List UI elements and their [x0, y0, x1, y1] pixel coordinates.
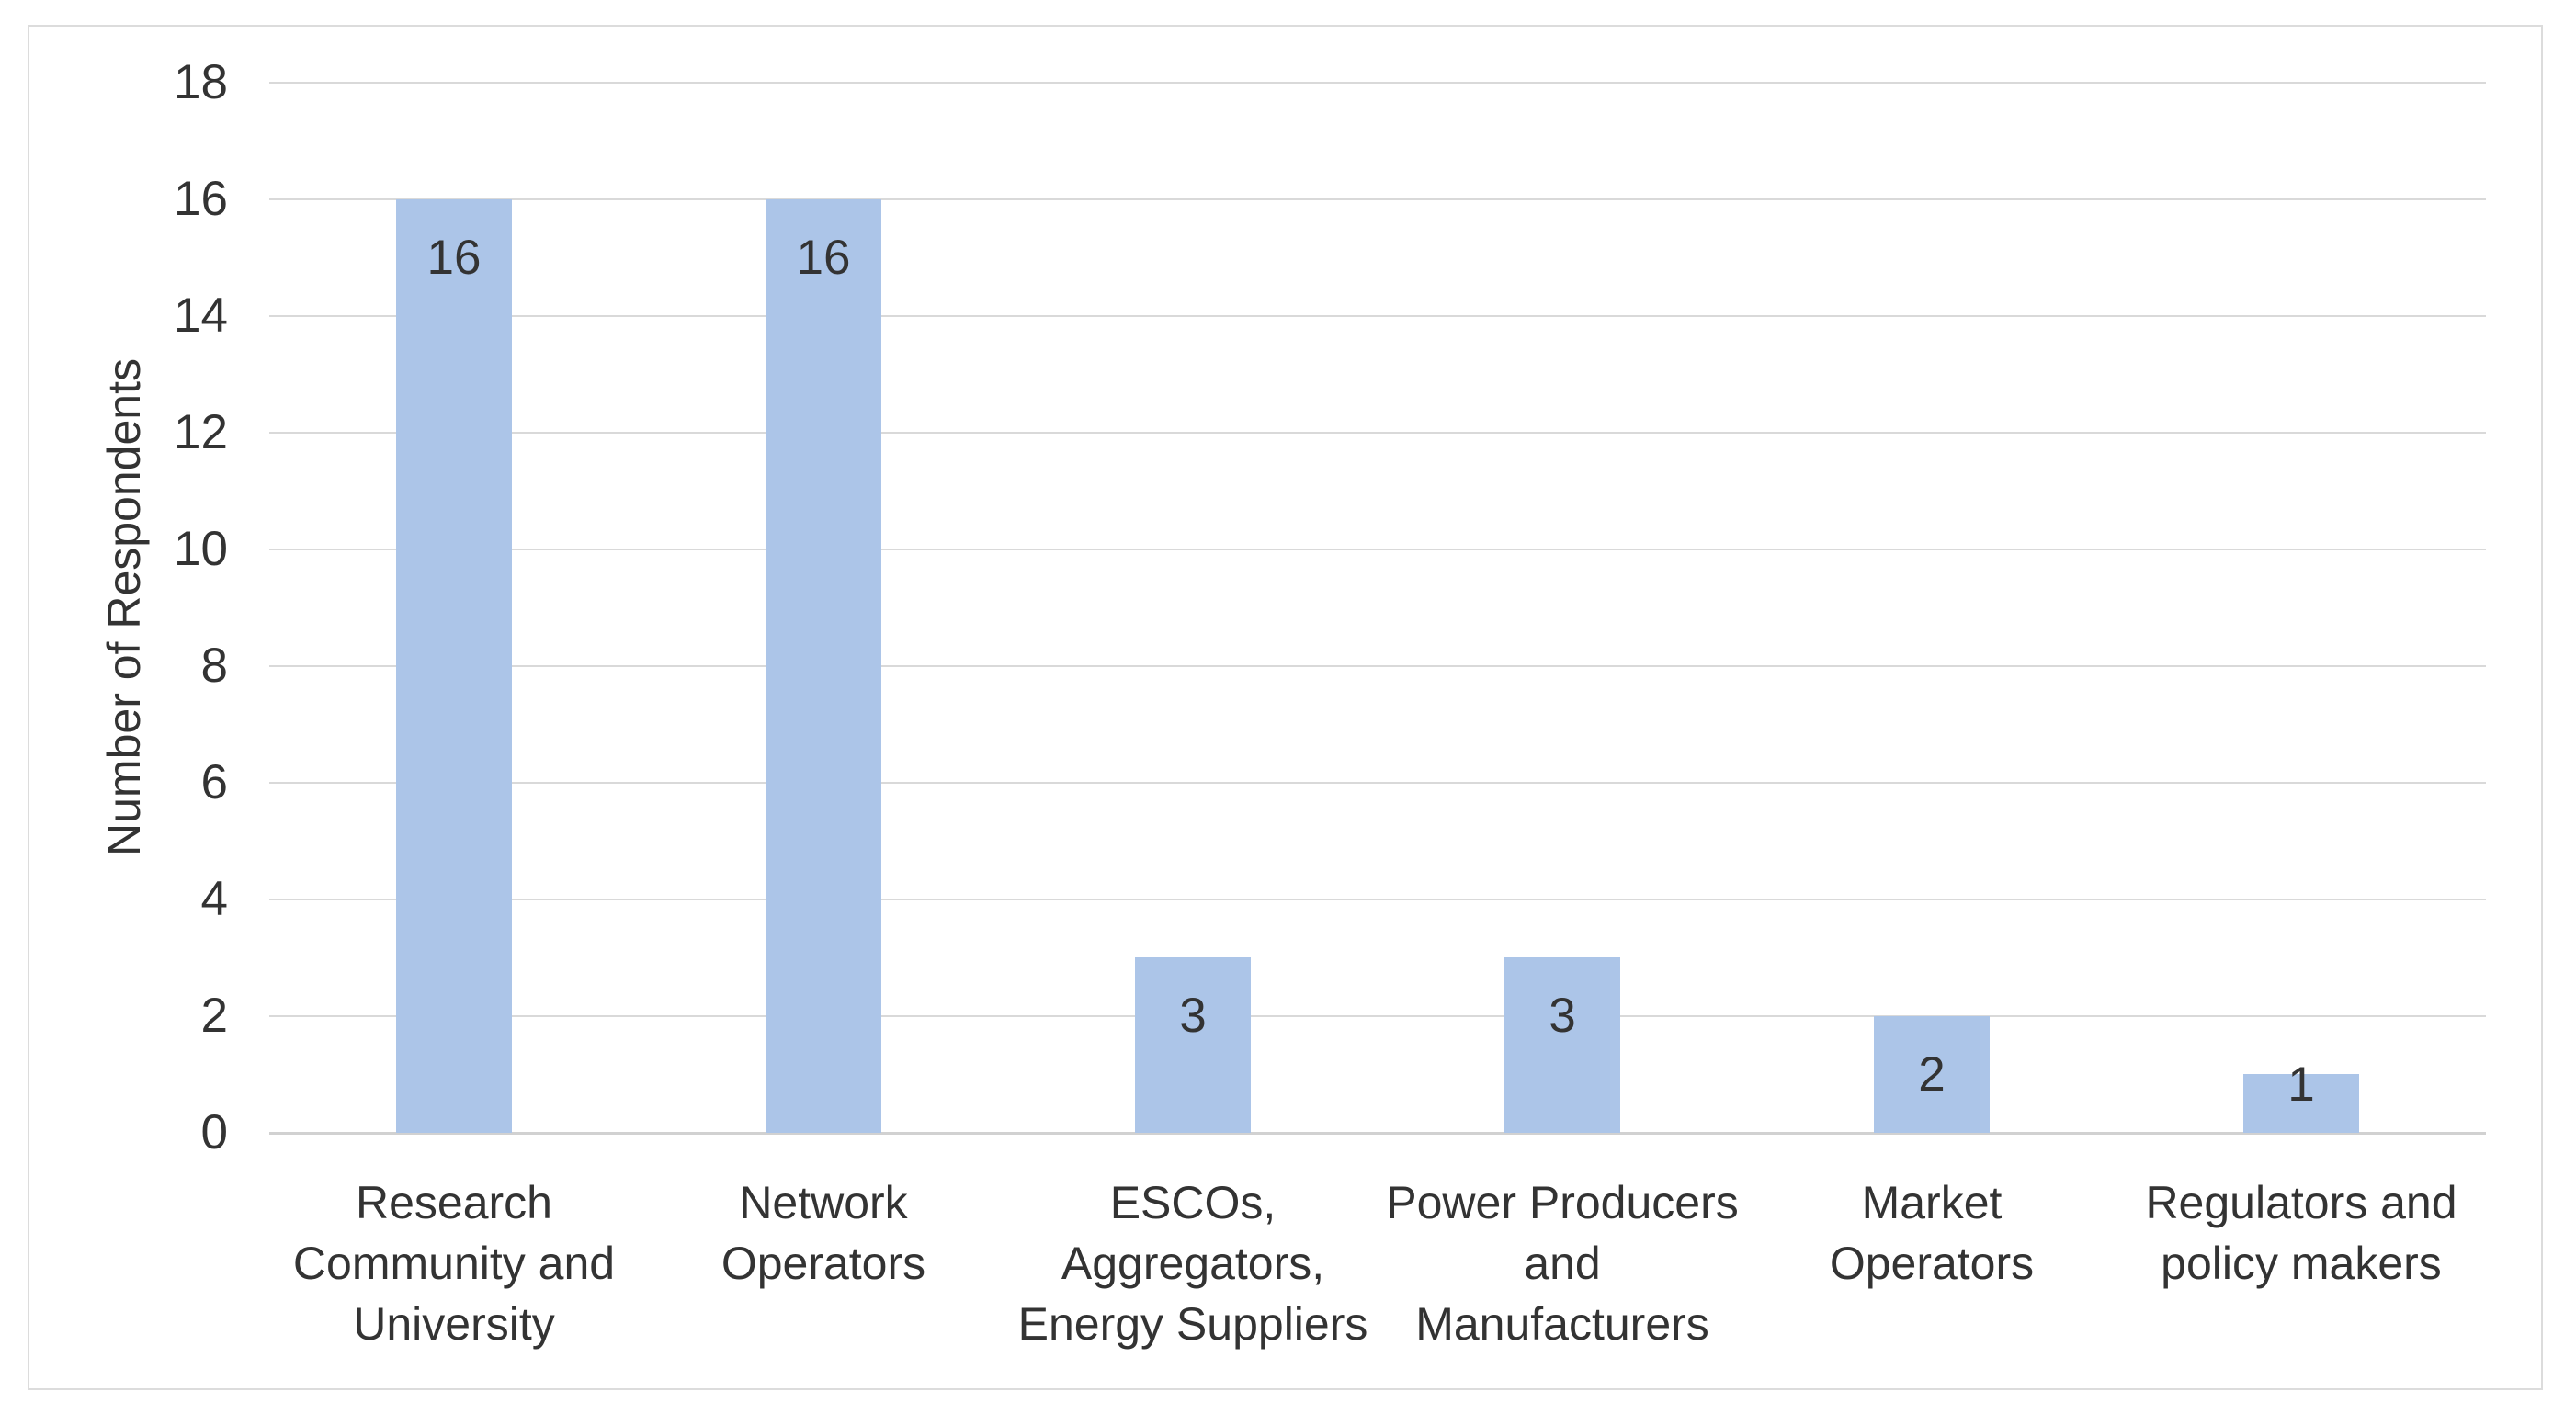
- y-axis-title: Number of Respondents: [98, 358, 150, 856]
- bar-value-label-4: 3: [1549, 989, 1576, 1043]
- gridline-10: [269, 549, 2486, 550]
- y-tick-label-2: 2: [200, 989, 228, 1043]
- gridline-16: [269, 198, 2486, 200]
- x-category-label-4: Power Producers and Manufacturers: [1386, 1177, 1739, 1350]
- bar-value-label-6: 1: [2287, 1057, 2315, 1112]
- y-tick-label-0: 0: [200, 1105, 228, 1159]
- bar-2: [766, 199, 881, 1133]
- gridline-2: [269, 1015, 2486, 1017]
- bar-5: [1874, 1016, 1990, 1133]
- y-tick-label-10: 10: [174, 522, 228, 576]
- y-tick-label-14: 14: [174, 288, 228, 343]
- bar-value-label-2: 16: [796, 231, 851, 285]
- y-tick-label-4: 4: [200, 872, 228, 926]
- x-category-label-5: Market Operators: [1829, 1177, 2035, 1289]
- gridline-6: [269, 782, 2486, 784]
- x-category-label-2: Network Operators: [721, 1177, 926, 1289]
- bar-1: [396, 199, 512, 1133]
- gridline-14: [269, 315, 2486, 317]
- x-category-label-1: Research Community and University: [292, 1177, 616, 1350]
- y-tick-label-12: 12: [174, 405, 228, 459]
- y-tick-label-18: 18: [174, 55, 228, 109]
- bar-4: [1504, 957, 1620, 1133]
- bar-value-label-3: 3: [1179, 989, 1207, 1043]
- x-axis-line: [269, 1132, 2486, 1135]
- y-tick-label-16: 16: [174, 172, 228, 226]
- x-category-label-6: Regulators and policy makers: [2145, 1177, 2457, 1289]
- gridline-18: [269, 82, 2486, 84]
- gridline-12: [269, 432, 2486, 434]
- bar-value-label-5: 2: [1918, 1047, 1946, 1102]
- bar-3: [1135, 957, 1251, 1133]
- x-category-label-3: ESCOs, Aggregators, Energy Suppliers: [1017, 1177, 1368, 1350]
- bar-value-label-1: 16: [426, 231, 482, 285]
- bar-6: [2243, 1074, 2359, 1133]
- y-tick-label-8: 8: [200, 639, 228, 693]
- gridline-4: [269, 899, 2486, 900]
- y-tick-label-6: 6: [200, 755, 228, 809]
- gridline-8: [269, 665, 2486, 667]
